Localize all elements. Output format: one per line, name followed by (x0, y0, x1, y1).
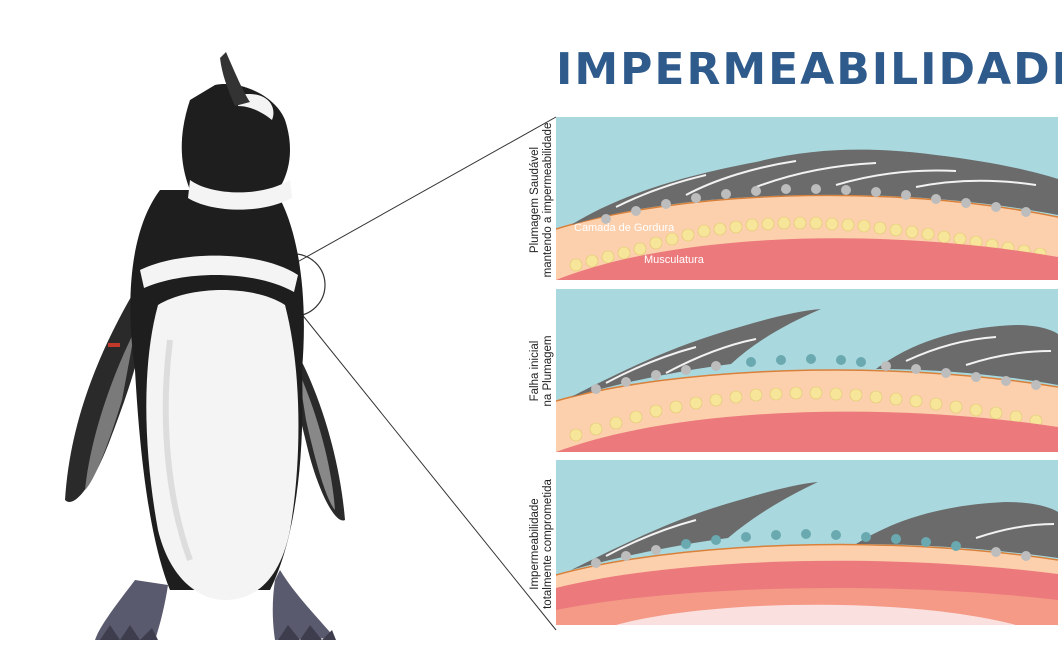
panel-initial-failure (556, 289, 1058, 452)
panel-compromised (556, 460, 1058, 625)
label-healthy-plumage: Plumagem Saudável mantendo a impermeabil… (529, 122, 554, 278)
fat-layer-label: Camada de Gordura (574, 222, 675, 234)
panel-healthy: Camada de Gordura Musculatura (556, 117, 1058, 280)
penguin-illustration (65, 52, 345, 640)
label-initial-failure: Falha inicial na Plumagem (529, 335, 554, 407)
label-compromised: Impermeabilidade totalmente comprometida (529, 479, 554, 609)
muscle-label: Musculatura (644, 254, 704, 266)
